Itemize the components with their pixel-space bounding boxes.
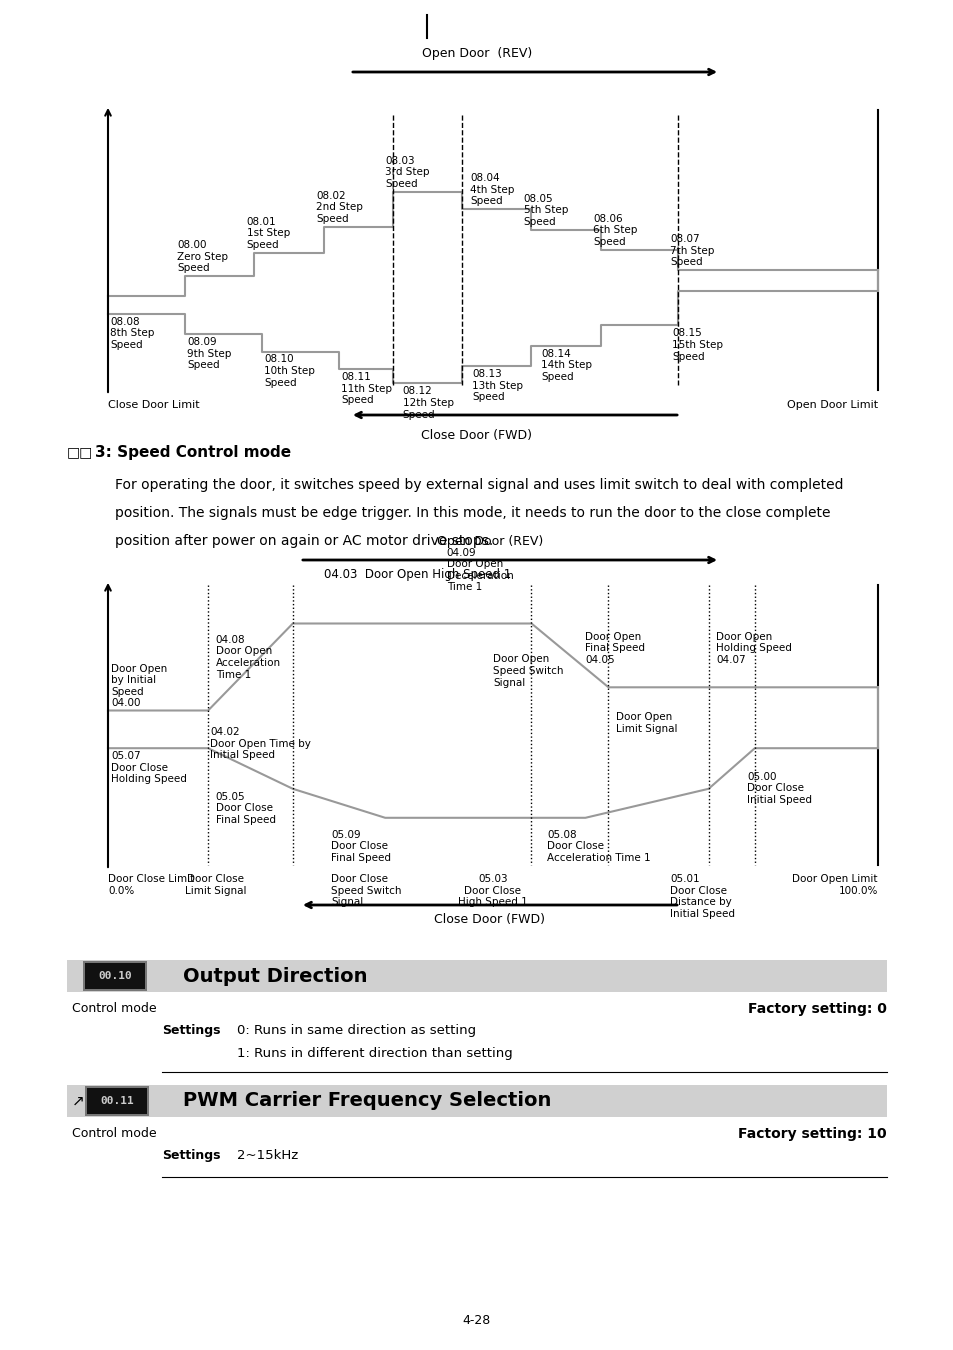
Text: 05.03
Door Close
High Speed 1: 05.03 Door Close High Speed 1	[457, 873, 527, 907]
Text: position. The signals must be edge trigger. In this mode, it needs to run the do: position. The signals must be edge trigg…	[115, 506, 830, 520]
Text: Settings: Settings	[162, 1025, 220, 1037]
Text: 00.11: 00.11	[100, 1096, 133, 1106]
Text: 4-28: 4-28	[462, 1314, 491, 1327]
Text: Open Door Limit: Open Door Limit	[786, 400, 877, 410]
Text: 08.13
13th Step
Speed: 08.13 13th Step Speed	[472, 369, 522, 402]
Text: Open Door (REV): Open Door (REV)	[436, 535, 542, 548]
Text: 08.08
8th Step
Speed: 08.08 8th Step Speed	[110, 317, 154, 350]
Text: Door Open
Limit Signal: Door Open Limit Signal	[616, 713, 677, 734]
Text: 08.15
15th Step
Speed: 08.15 15th Step Speed	[672, 328, 722, 362]
Text: Door Open
Final Speed
04.05: Door Open Final Speed 04.05	[585, 632, 645, 666]
Bar	[67, 1085, 886, 1116]
Text: Door Close
Limit Signal: Door Close Limit Signal	[185, 873, 246, 895]
Text: Control mode: Control mode	[71, 1002, 156, 1015]
Text: ↗: ↗	[71, 1094, 85, 1108]
Text: Close Door Limit: Close Door Limit	[108, 400, 199, 410]
Text: 08.06
6th Step
Speed: 08.06 6th Step Speed	[593, 213, 637, 247]
Text: 3: Speed Control mode: 3: Speed Control mode	[95, 446, 291, 460]
Text: 08.04
4th Step
Speed: 08.04 4th Step Speed	[470, 173, 514, 207]
Text: Close Door (FWD): Close Door (FWD)	[421, 429, 532, 441]
Text: 05.08
Door Close
Acceleration Time 1: 05.08 Door Close Acceleration Time 1	[546, 829, 650, 863]
Text: 08.03
3rd Step
Speed: 08.03 3rd Step Speed	[385, 155, 429, 189]
Text: 04.03  Door Open High Speed 1: 04.03 Door Open High Speed 1	[323, 568, 510, 580]
Text: Door Open
by Initial
Speed
04.00: Door Open by Initial Speed 04.00	[111, 664, 167, 709]
Text: Door Close
Speed Switch
Signal: Door Close Speed Switch Signal	[331, 873, 401, 907]
Text: 08.02
2nd Step
Speed: 08.02 2nd Step Speed	[315, 190, 362, 224]
Text: 1: Runs in different direction than setting: 1: Runs in different direction than sett…	[236, 1048, 512, 1060]
Text: Factory setting: 10: Factory setting: 10	[738, 1127, 886, 1141]
Bar	[87, 1088, 147, 1114]
Bar	[85, 1085, 149, 1116]
Text: 04.08
Door Open
Acceleration
Time 1: 04.08 Door Open Acceleration Time 1	[215, 634, 280, 679]
Text: Open Door  (REV): Open Door (REV)	[421, 47, 532, 59]
Text: 08.07
7th Step
Speed: 08.07 7th Step Speed	[669, 234, 714, 267]
Text: Door Open Limit
100.0%: Door Open Limit 100.0%	[792, 873, 877, 895]
Bar	[67, 960, 886, 992]
Text: PWM Carrier Frequency Selection: PWM Carrier Frequency Selection	[183, 1092, 551, 1111]
Text: Output Direction: Output Direction	[183, 967, 367, 985]
Text: Factory setting: 0: Factory setting: 0	[747, 1002, 886, 1017]
Text: Close Door (FWD): Close Door (FWD)	[434, 913, 545, 926]
Text: 05.07
Door Close
Holding Speed: 05.07 Door Close Holding Speed	[111, 751, 187, 784]
Text: 08.00
Zero Step
Speed: 08.00 Zero Step Speed	[177, 240, 228, 273]
Text: 2~15kHz: 2~15kHz	[236, 1149, 298, 1162]
Text: □□: □□	[67, 446, 93, 459]
Text: Control mode: Control mode	[71, 1127, 156, 1139]
Text: 08.10
10th Step
Speed: 08.10 10th Step Speed	[264, 355, 314, 387]
Text: position after power on again or AC motor drive stops.: position after power on again or AC moto…	[115, 535, 493, 548]
Text: 05.00
Door Close
Initial Speed: 05.00 Door Close Initial Speed	[746, 771, 811, 805]
Text: Door Open
Holding Speed
04.07: Door Open Holding Speed 04.07	[716, 632, 791, 666]
Text: 08.09
9th Step
Speed: 08.09 9th Step Speed	[187, 338, 232, 370]
Text: 0: Runs in same direction as setting: 0: Runs in same direction as setting	[236, 1025, 476, 1037]
Text: 04.09
Door Open
Deceleration
Time 1: 04.09 Door Open Deceleration Time 1	[446, 548, 513, 593]
Text: 05.05
Door Close
Final Speed: 05.05 Door Close Final Speed	[215, 792, 275, 825]
Text: Door Open
Speed Switch
Signal: Door Open Speed Switch Signal	[493, 655, 563, 687]
Bar	[85, 963, 145, 990]
Text: Door Close Limit
0.0%: Door Close Limit 0.0%	[108, 873, 194, 895]
Bar	[83, 961, 147, 991]
Text: 08.05
5th Step
Speed: 08.05 5th Step Speed	[523, 193, 568, 227]
Text: 05.01
Door Close
Distance by
Initial Speed: 05.01 Door Close Distance by Initial Spe…	[669, 873, 735, 919]
Text: 08.12
12th Step
Speed: 08.12 12th Step Speed	[402, 386, 453, 420]
Text: 00.10: 00.10	[98, 971, 132, 981]
Text: Settings: Settings	[162, 1149, 220, 1162]
Text: 08.11
11th Step
Speed: 08.11 11th Step Speed	[340, 371, 392, 405]
Text: 08.01
1st Step
Speed: 08.01 1st Step Speed	[246, 217, 290, 250]
Text: 04.02
Door Open Time by
Initial Speed: 04.02 Door Open Time by Initial Speed	[210, 728, 311, 760]
Text: 08.14
14th Step
Speed: 08.14 14th Step Speed	[540, 348, 592, 382]
Text: 05.09
Door Close
Final Speed: 05.09 Door Close Final Speed	[331, 829, 391, 863]
Text: For operating the door, it switches speed by external signal and uses limit swit: For operating the door, it switches spee…	[115, 478, 842, 491]
